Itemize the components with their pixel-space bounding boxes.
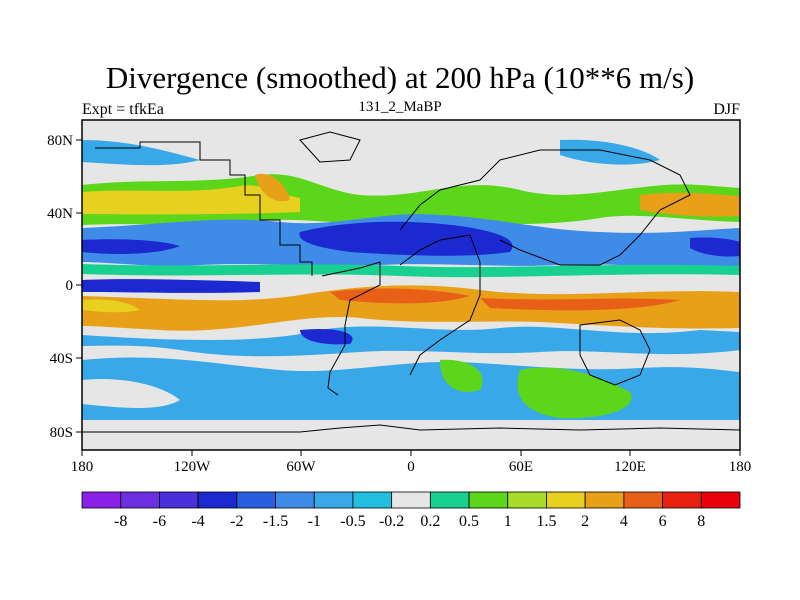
y-tick-labels: 80N 40N 0 40S 80S [47, 133, 73, 441]
colorbar-swatch [275, 491, 315, 509]
colorbar-swatch [429, 491, 470, 509]
x-tick-labels: 180 120W 60W 0 60E 120E 180 [71, 459, 752, 475]
positive-band-south [82, 285, 740, 331]
neutral-region-south-pacific [82, 378, 180, 408]
negative-region-north-pacific-high [82, 140, 200, 166]
neutral-region-antarctic [82, 420, 740, 450]
x-tick-label: 60E [509, 459, 533, 475]
colorbar-swatch [236, 491, 276, 509]
positive-core-north-atlantic [255, 173, 290, 202]
run-id-label: 131_2_MaBP [358, 99, 442, 115]
colorbar-label: -0.2 [379, 513, 404, 530]
negative-core-dateline [690, 237, 740, 257]
positive-core-south-indian [480, 298, 680, 311]
y-tick-label: 80S [50, 425, 73, 441]
colorbar-swatch [313, 491, 354, 509]
experiment-label: Expt = tfkEa [82, 101, 164, 118]
map-title: Divergence (smoothed) at 200 hPa (10**6 … [105, 60, 695, 95]
colorbar-label: -1 [308, 513, 321, 530]
colorbar-label: 0.2 [420, 513, 440, 530]
colorbar-swatch [662, 491, 702, 509]
colorbar-swatch [546, 491, 586, 509]
colorbar-swatch [584, 491, 625, 509]
coastline-australia [579, 319, 651, 386]
colorbar-swatch [391, 491, 431, 509]
negative-core-pacific [82, 239, 180, 254]
coastline-south-america [321, 261, 381, 396]
colorbar-label: -6 [153, 513, 166, 530]
positive-core-south-atlantic [440, 359, 483, 392]
colorbar-swatch [159, 491, 199, 509]
negative-core-eastpacific [82, 279, 260, 293]
colorbar-label: 1 [504, 513, 512, 530]
colorbar-label: -2 [230, 513, 243, 530]
colorbar-label: -0.5 [340, 513, 365, 530]
x-tick-label: 180 [729, 459, 752, 475]
colorbar-label: 2 [581, 513, 589, 530]
y-tick-label: 80N [47, 133, 73, 149]
coastline-greenland [299, 131, 361, 163]
colorbar-swatch [700, 491, 741, 509]
colorbar-swatch [468, 491, 509, 509]
colorbar-label: -4 [191, 513, 204, 530]
colorbar-label: 4 [620, 513, 628, 530]
x-tick-label: 0 [407, 459, 415, 475]
coastline-north-america [95, 141, 313, 276]
x-tick-label: 60W [286, 459, 316, 475]
colorbar-label: 0.5 [459, 513, 479, 530]
positive-ribbon-equator [82, 264, 740, 278]
x-tick-label: 120E [614, 459, 646, 475]
colorbar-label: 6 [659, 513, 667, 530]
map-plot-area [81, 119, 741, 451]
colorbar-label: 1.5 [536, 513, 556, 530]
colorbar-swatch [623, 491, 663, 509]
negative-band-south [82, 326, 740, 357]
coastline-eurasia [399, 149, 691, 266]
x-tick-label: 120W [174, 459, 212, 475]
colorbar: -8 -6 -4 -2 -1.5 -1 -0.5 -0.2 0.2 0.5 1 1.5 2 4 6 8 [81, 491, 741, 530]
colorbar-swatch [352, 491, 393, 509]
negative-core-south-america [300, 328, 353, 345]
colorbar-swatch [120, 491, 160, 509]
neutral-region-arctic [82, 120, 740, 138]
positive-core-north-westpacific [640, 192, 740, 217]
coastline-africa [399, 234, 481, 376]
colorbar-label: -8 [114, 513, 127, 530]
colorbar-swatch [197, 491, 238, 509]
x-tick-label: 180 [71, 459, 94, 475]
positive-core-south-pacific [82, 299, 140, 313]
coastlines [82, 131, 740, 433]
coastline-antarctica [82, 424, 740, 433]
axis-ticks [76, 139, 741, 456]
y-tick-label: 40S [50, 351, 73, 367]
colorbar-swatch [507, 491, 547, 509]
colorbar-label: -1.5 [263, 513, 288, 530]
colorbar-label: 8 [697, 513, 705, 530]
y-tick-label: 40N [47, 206, 73, 222]
negative-core-asia [299, 221, 513, 256]
season-label: DJF [713, 101, 740, 118]
colorbar-swatch [81, 491, 122, 509]
y-tick-label: 0 [66, 278, 74, 294]
